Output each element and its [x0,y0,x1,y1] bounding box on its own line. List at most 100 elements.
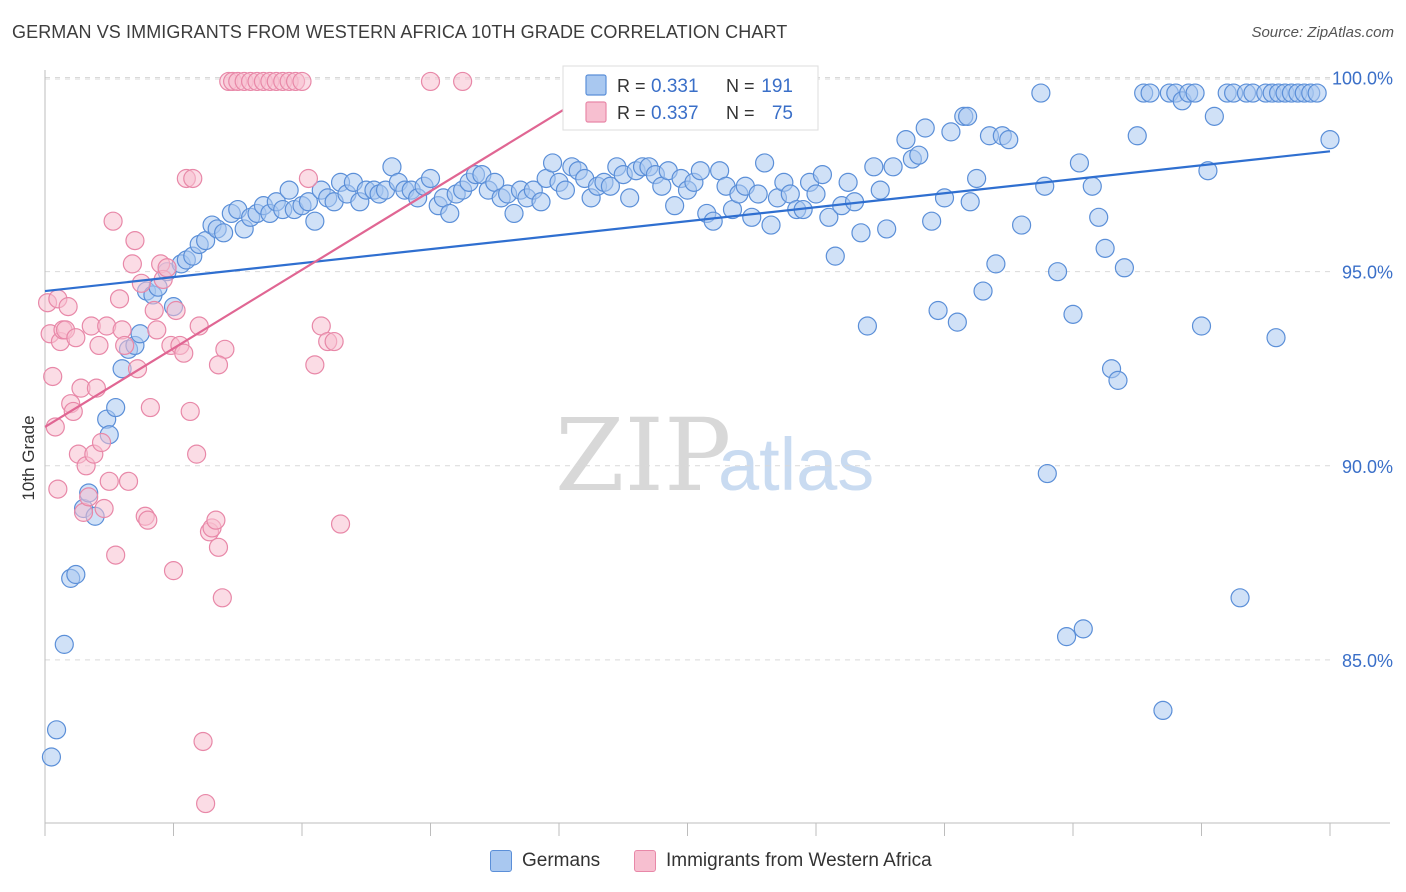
data-point [208,355,229,375]
data-point [41,747,62,767]
data-point [960,192,980,212]
data-point [742,207,762,227]
data-point [1140,83,1160,103]
data-point [819,207,839,227]
data-point [196,793,216,814]
data-point [174,343,194,363]
data-point [825,246,845,266]
y-tick-label: 100.0% [1332,69,1393,89]
stats-n-value: 75 [772,103,793,124]
data-point [305,355,325,375]
data-point [106,397,126,418]
legend-label-western-africa: Immigrants from Western Africa [666,850,932,871]
data-point [122,254,142,274]
data-point [999,130,1019,150]
data-point [1047,262,1068,282]
data-point [138,510,158,530]
data-point [305,211,325,231]
data-point [1114,258,1135,278]
data-point [1035,176,1055,196]
data-point [1037,463,1057,484]
source-label: Source: ZipAtlas.com [1251,24,1394,41]
data-point [91,432,112,453]
data-point [986,254,1006,274]
data-point [58,297,78,317]
legend-swatch-western-africa [634,850,656,872]
data-point [109,289,130,309]
data-point [1230,588,1250,608]
data-point [838,172,858,192]
data-point [163,561,184,581]
data-point [1031,83,1051,103]
data-point [1073,619,1093,639]
data-point [66,328,86,348]
data-point [1063,304,1083,324]
data-point [1185,83,1205,103]
data-point [166,300,186,321]
data-point [883,157,903,177]
data-point [140,397,160,418]
y-tick-label: 95.0% [1342,263,1393,283]
stats-r-value: 0.331 [651,76,699,97]
data-point [870,180,890,200]
watermark-zip: ZIP [555,397,731,514]
data-point [420,71,441,92]
data-point [1056,627,1077,647]
data-point [144,300,164,321]
data-point [89,335,109,356]
stats-n-label: N = [726,76,755,96]
data-point [279,180,299,200]
stats-legend-swatch [585,101,607,123]
data-point [147,320,167,340]
data-point [206,510,226,530]
data-point [754,153,775,173]
stats-r-label: R = [617,103,646,123]
data-point [440,203,460,224]
data-point [187,444,207,464]
data-point [761,215,781,235]
y-tick-label: 90.0% [1342,457,1393,477]
data-point [973,281,993,301]
data-point [208,537,229,557]
data-point [106,545,126,565]
data-point [1204,106,1224,126]
y-axis-label: 10th Grade [19,415,38,500]
data-point [453,71,473,92]
data-point [915,118,935,138]
data-point [79,487,99,507]
chart-title: GERMAN VS IMMIGRANTS FROM WESTERN AFRICA… [12,22,788,42]
stats-n-label: N = [726,103,755,123]
data-point [748,184,768,204]
data-point [1127,126,1147,146]
trend-line-germans [44,150,1331,293]
data-point [1191,316,1212,336]
data-point [504,203,524,224]
data-point [43,366,63,387]
data-point [193,731,213,752]
data-point [690,161,710,181]
scatter-chart: ZIPatlas85.0%90.0%95.0%100.0%0.0%100.0%1… [19,65,1393,836]
data-point [157,258,177,278]
legend-item-western-africa[interactable]: Immigrants from Western Africa [634,850,932,872]
data-point [1108,370,1128,390]
data-point [812,164,833,185]
legend-item-germans[interactable]: Germans [490,850,600,872]
data-point [103,211,123,231]
data-point [947,312,967,332]
data-point [1198,161,1218,181]
data-point [131,273,151,293]
data-point [1089,207,1109,227]
watermark-atlas: atlas [718,423,874,506]
data-point [66,564,86,585]
stats-n-value: 191 [761,76,793,97]
data-point [896,130,916,150]
stats-legend: R = 0.331 N = 191 R = 0.337 N = 75 [562,65,819,131]
data-point [620,188,640,208]
data-point [1011,215,1032,235]
data-point [330,514,351,534]
stats-r-value: 0.337 [651,103,699,124]
data-point [600,176,621,196]
series-points-western-africa [37,71,473,814]
data-point [542,153,563,173]
data-point [941,122,961,142]
